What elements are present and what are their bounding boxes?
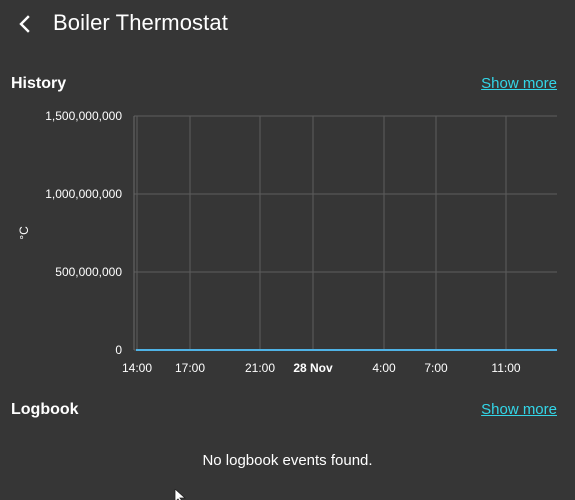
x-tick-label: 4:00 <box>372 361 396 375</box>
logbook-empty-message: No logbook events found. <box>202 452 373 469</box>
y-axis-label: °C <box>17 226 31 240</box>
y-tick-label: 500,000,000 <box>55 265 122 279</box>
back-button[interactable] <box>14 12 36 36</box>
page-title: Boiler Thermostat <box>53 10 228 35</box>
y-tick-label: 1,000,000,000 <box>45 187 122 201</box>
y-tick-label: 1,500,000,000 <box>45 109 122 123</box>
x-tick-label: 14:00 <box>122 361 152 375</box>
x-tick-label: 21:00 <box>245 361 275 375</box>
x-tick-label: 28 Nov <box>293 361 333 375</box>
y-tick-label: 0 <box>115 343 122 357</box>
logbook-heading: Logbook <box>11 401 79 418</box>
logbook-show-more-link[interactable]: Show more <box>481 401 557 418</box>
x-tick-label: 17:00 <box>175 361 205 375</box>
history-show-more-link[interactable]: Show more <box>481 75 557 92</box>
header-bar: Boiler Thermostat <box>0 0 575 48</box>
mouse-pointer-icon <box>174 489 187 500</box>
x-tick-label: 7:00 <box>424 361 448 375</box>
history-heading: History <box>11 75 67 92</box>
history-chart: 1,500,000,000 1,000,000,000 500,000,000 014… <box>17 109 557 375</box>
x-tick-label: 11:00 <box>491 361 520 375</box>
chevron-left-icon <box>19 15 30 33</box>
